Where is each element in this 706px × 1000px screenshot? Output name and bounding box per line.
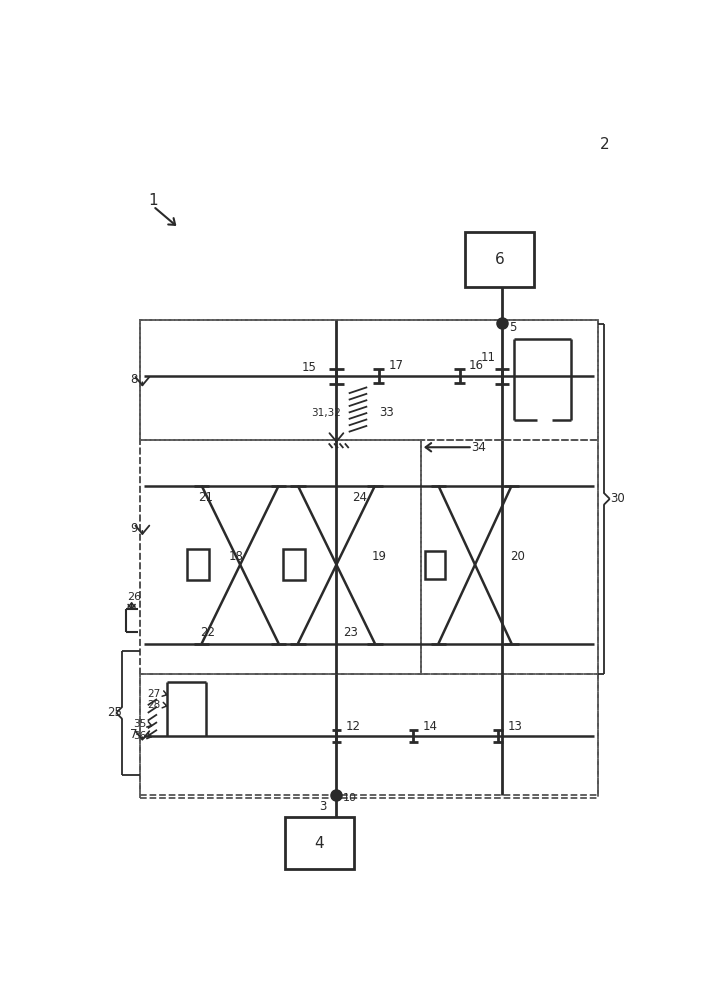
Bar (140, 320, 598, 440)
Text: 7: 7 (130, 728, 138, 741)
Text: 4: 4 (315, 836, 324, 851)
Text: 13: 13 (508, 720, 522, 733)
Bar (140, 320, 598, 798)
Text: 31,32: 31,32 (311, 408, 341, 418)
Text: 35: 35 (133, 719, 146, 729)
Text: 5: 5 (509, 321, 516, 334)
Text: 16: 16 (469, 359, 484, 372)
Text: 8: 8 (130, 373, 138, 386)
Text: 21: 21 (198, 491, 213, 504)
Text: 14: 14 (423, 720, 438, 733)
Text: 11: 11 (481, 351, 496, 364)
Text: 9: 9 (130, 522, 138, 535)
Bar (140, 674, 598, 795)
Text: 24: 24 (352, 491, 367, 504)
Text: 25: 25 (107, 706, 122, 719)
Bar (421, 440, 598, 674)
Bar (424, 551, 445, 579)
Bar (283, 549, 305, 580)
Text: 15: 15 (302, 361, 317, 374)
Text: 10: 10 (343, 793, 357, 803)
Text: 20: 20 (510, 550, 525, 563)
Text: 3: 3 (319, 800, 326, 813)
Text: 27: 27 (148, 689, 161, 699)
Bar (285, 817, 354, 869)
Bar (187, 549, 208, 580)
Bar (140, 440, 421, 674)
Text: 12: 12 (346, 720, 361, 733)
Text: 1: 1 (148, 193, 158, 208)
Text: 33: 33 (380, 406, 394, 419)
Text: 18: 18 (229, 550, 244, 563)
Text: 23: 23 (343, 626, 358, 639)
Text: 6: 6 (495, 252, 505, 267)
Text: 30: 30 (610, 492, 625, 505)
Text: 28: 28 (148, 700, 161, 710)
Text: 26: 26 (127, 592, 141, 602)
Text: 2: 2 (599, 137, 609, 152)
Text: 34: 34 (472, 441, 486, 454)
Text: 36: 36 (133, 731, 146, 741)
Text: 22: 22 (201, 626, 215, 639)
Text: 17: 17 (388, 359, 403, 372)
Text: 19: 19 (371, 550, 386, 563)
Bar (465, 232, 534, 287)
